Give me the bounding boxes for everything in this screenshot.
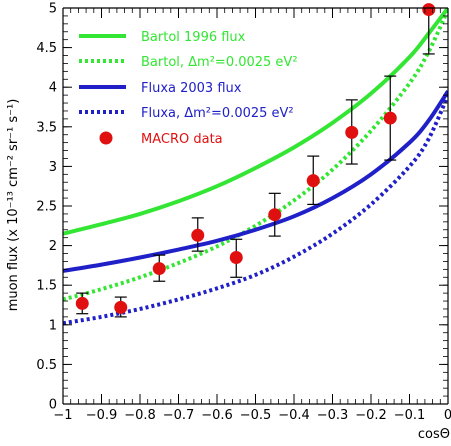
legend-label-3: Fluxa 2003 flux	[141, 81, 242, 96]
x-tick-label: −0.6	[201, 408, 233, 423]
y-tick-label: 0	[49, 398, 57, 413]
y-tick-label: 5	[49, 2, 57, 17]
x-tick-label: −1	[53, 408, 72, 423]
x-tick-label: −0.7	[163, 408, 195, 423]
x-tick-label: −0.1	[394, 408, 426, 423]
y-axis-title: muon flux (x 10⁻¹³ cm⁻² sr⁻¹ s⁻¹)	[6, 99, 21, 312]
y-tick-label: 2	[49, 239, 57, 254]
legend: Bartol 1996 flux Bartol, Δm²=0.0025 eV² Fl…	[79, 30, 298, 147]
legend-label-2: Bartol, Δm²=0.0025 eV²	[141, 55, 298, 70]
y-tick-label: 1.5	[36, 279, 57, 294]
series-line-4	[63, 94, 448, 326]
y-tick-label: 2.5	[36, 200, 57, 215]
data-point	[306, 174, 320, 188]
data-point	[114, 300, 128, 314]
data-point	[191, 228, 205, 242]
data-point	[268, 208, 282, 222]
data-point	[152, 262, 166, 276]
y-tick-label: 4.5	[36, 41, 57, 56]
data-point	[75, 296, 89, 310]
data-point	[345, 125, 359, 139]
legend-label-data: MACRO data	[141, 132, 223, 147]
x-tick-label: −0.9	[86, 408, 118, 423]
y-tick-label: 1	[49, 318, 57, 333]
x-tick-label: −0.2	[355, 408, 387, 423]
ticks: 00.511.522.533.544.55−1 −0.9 −0.8 −0.7 −0.6−…	[36, 2, 451, 424]
y-tick-label: 3.5	[36, 120, 57, 135]
x-tick-label: −0.5	[240, 408, 272, 423]
data-point	[383, 111, 397, 125]
y-tick-label: 4	[49, 81, 57, 96]
legend-label-4: Fluxa, Δm²=0.0025 eV²	[141, 106, 294, 121]
data-points	[75, 3, 436, 318]
x-tick-label: −0.3	[317, 408, 349, 423]
x-tick-label: −0.8	[124, 408, 156, 423]
data-point	[422, 3, 436, 17]
legend-marker-data	[99, 131, 113, 145]
series-line-1	[63, 8, 448, 236]
x-tick-label: 0	[444, 408, 451, 423]
x-tick-label: −0.4	[278, 408, 310, 423]
y-tick-label: 0.5	[36, 358, 57, 373]
legend-label-1: Bartol 1996 flux	[141, 30, 246, 45]
x-axis-title: cosΘ	[418, 427, 450, 442]
data-point	[229, 250, 243, 264]
y-tick-label: 3	[49, 160, 57, 175]
